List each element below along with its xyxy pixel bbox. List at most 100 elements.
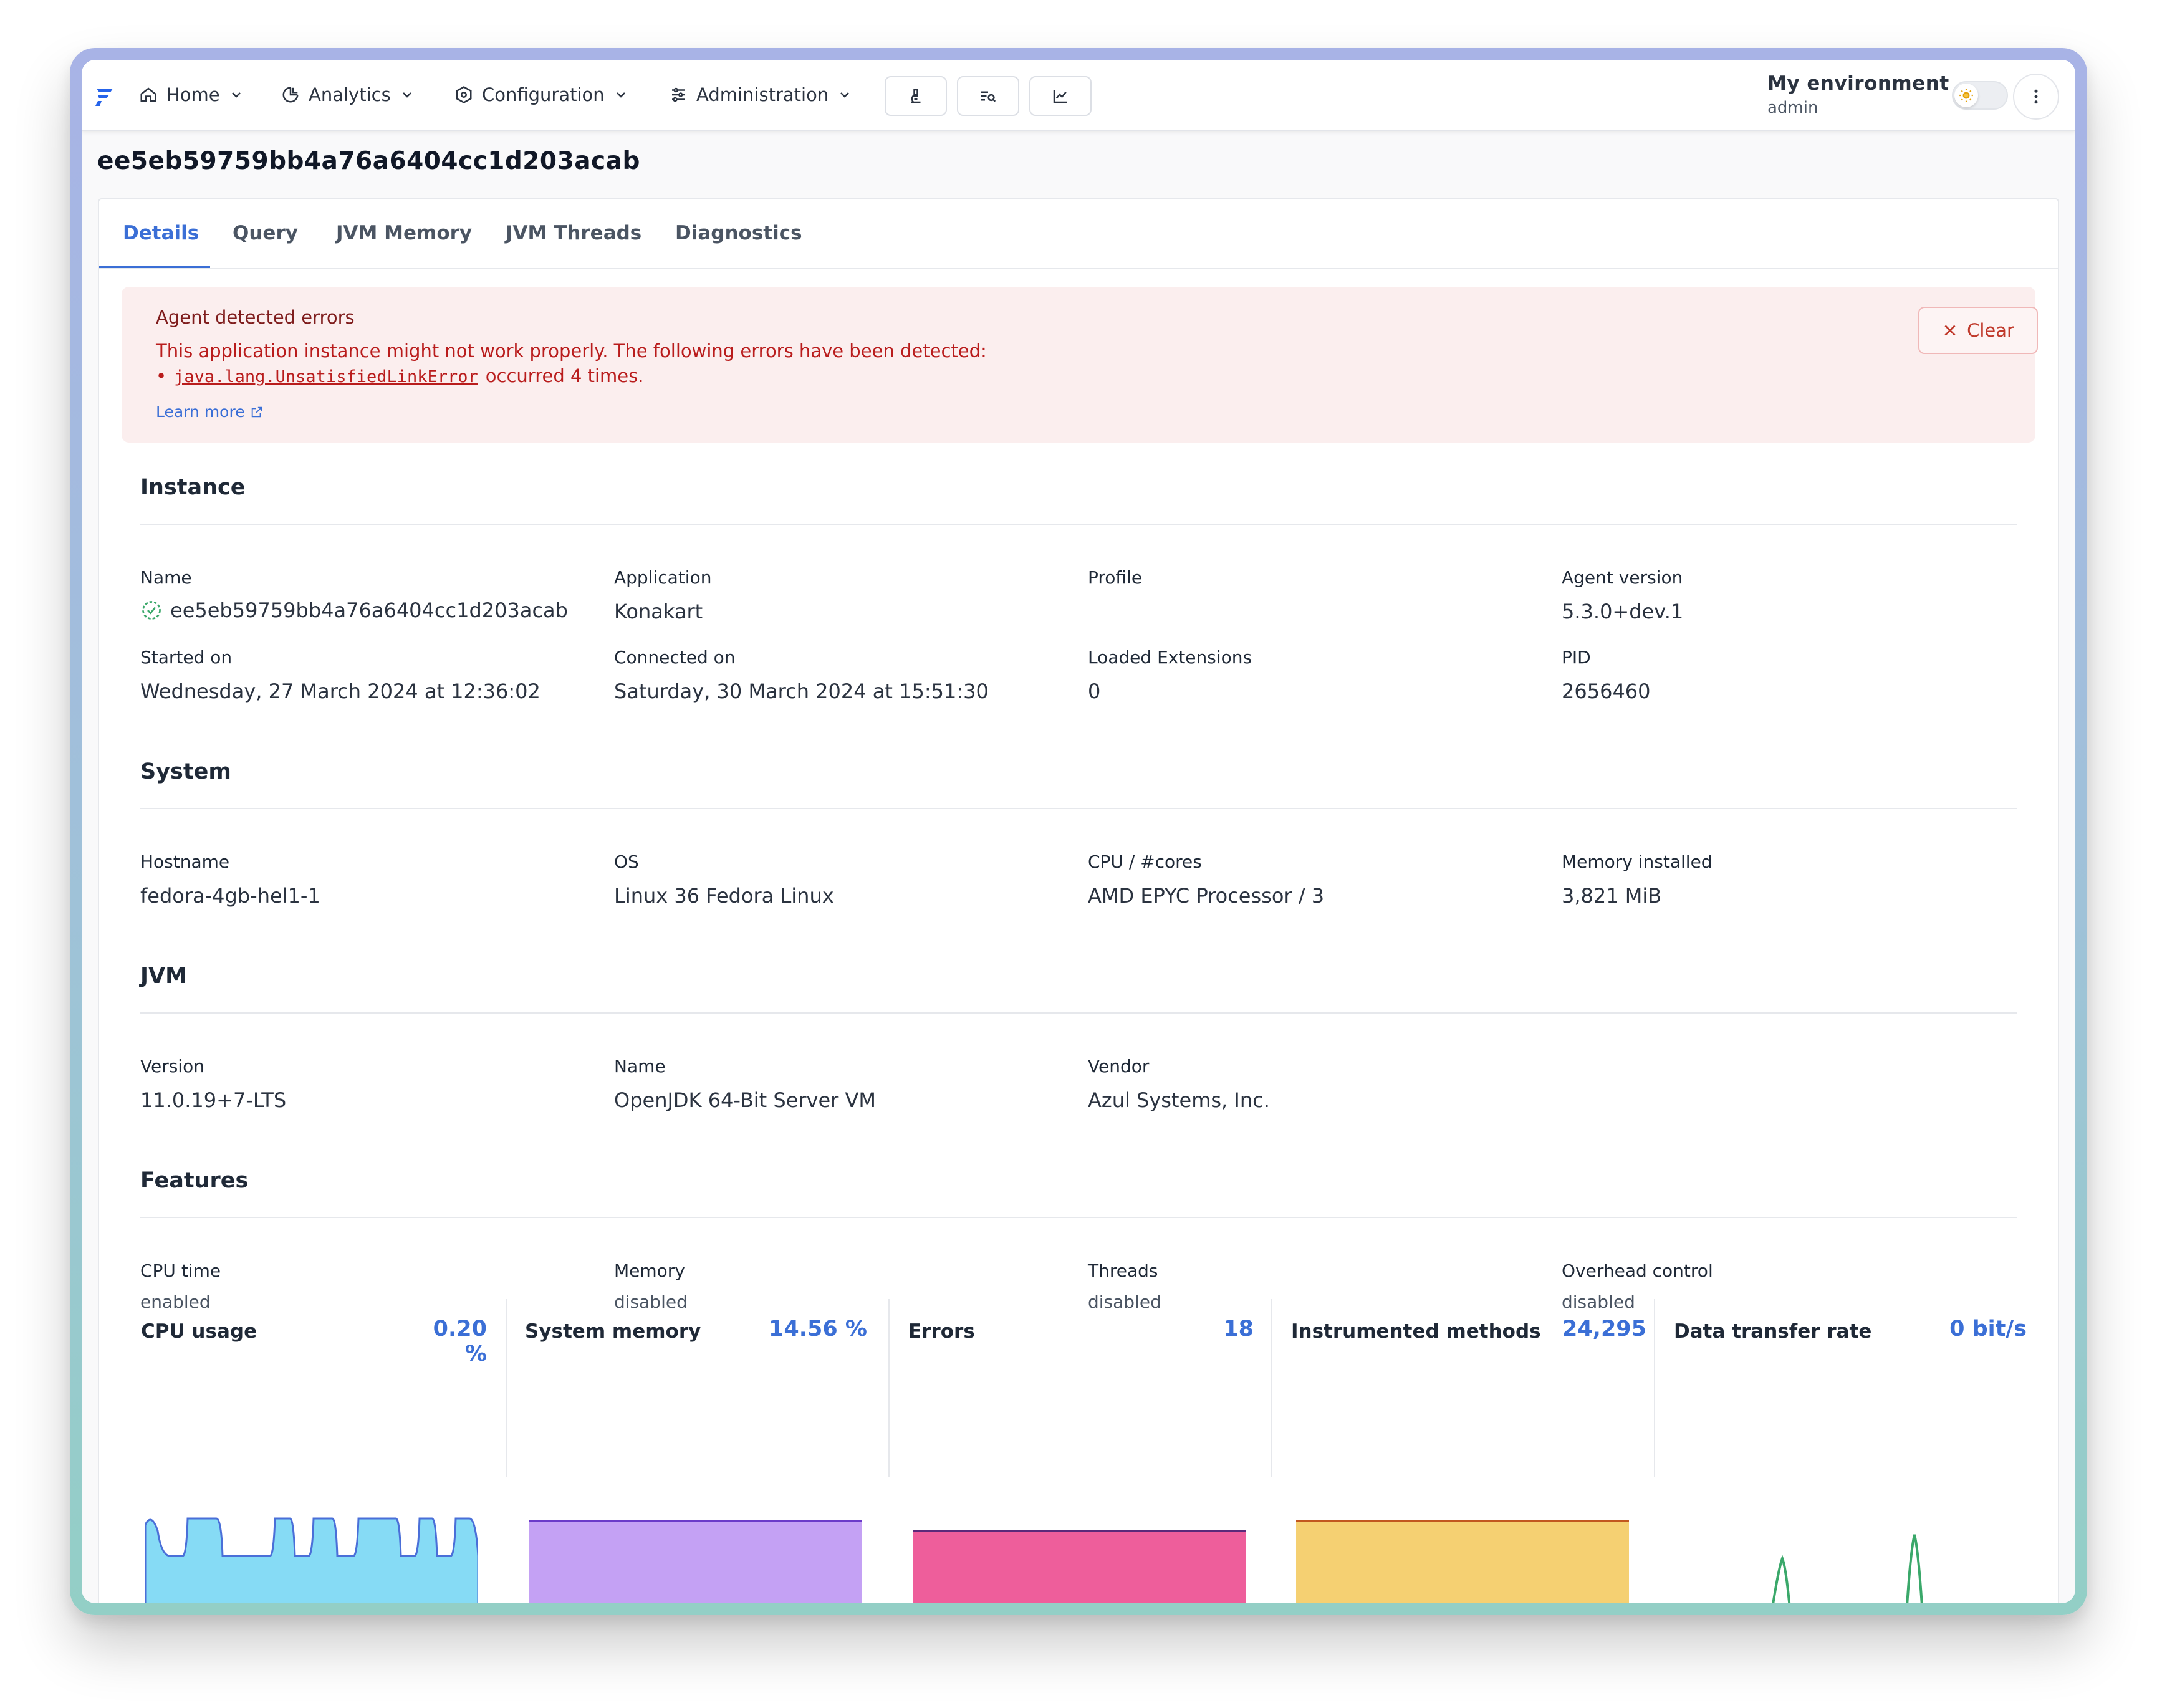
pid-value: 2656460	[1562, 679, 1651, 703]
jvm-version-value: 11.0.19+7-LTS	[140, 1088, 287, 1112]
nav-configuration[interactable]: Configuration	[454, 79, 628, 111]
list-search-icon	[981, 91, 996, 102]
pid-label: PID	[1562, 647, 1591, 668]
os-label: OS	[614, 852, 639, 872]
connected-label: Connected on	[614, 647, 736, 668]
memory-installed-value: 3,821 MiB	[1562, 884, 1662, 908]
memory-installed-label: Memory installed	[1562, 852, 1713, 872]
hostname-value: fedora-4gb-hel1-1	[140, 884, 320, 908]
learn-more-label: Learn more	[156, 403, 245, 421]
nav-home-label: Home	[166, 84, 220, 105]
environment-title[interactable]: My environment	[1767, 72, 1949, 95]
instance-name-text: ee5eb59759bb4a76a6404cc1d203acab	[170, 598, 568, 622]
alert-title: Agent detected errors	[156, 307, 355, 328]
os-value: Linux 36 Fedora Linux	[614, 884, 834, 908]
cpu-usage-area	[145, 1517, 478, 1603]
nav-administration-label: Administration	[696, 84, 829, 105]
line-chart-icon	[1053, 90, 1067, 103]
features-section-title: Features	[140, 1168, 249, 1193]
profiling-button[interactable]	[885, 76, 947, 116]
top-bar: Home Analytics Configuration Administrat…	[82, 60, 2075, 131]
nav-home[interactable]: Home	[139, 79, 244, 111]
jvm-name-label: Name	[614, 1056, 666, 1077]
active-tab-indicator	[99, 266, 210, 268]
environment-user: admin	[1767, 98, 1818, 117]
sun-icon	[1959, 89, 1973, 102]
instance-section-title: Instance	[140, 475, 246, 500]
data-transfer-rate-label: Data transfer rate	[1674, 1320, 1872, 1343]
application-value: Konakart	[614, 600, 703, 623]
metric-divider	[506, 1299, 507, 1477]
extensions-value: 0	[1088, 679, 1101, 703]
hostname-label: Hostname	[140, 852, 230, 872]
nav-analytics-label: Analytics	[309, 84, 391, 105]
system-memory-label: System memory	[525, 1320, 701, 1343]
system-section-title: System	[140, 759, 231, 784]
overhead-control-label: Overhead control	[1562, 1260, 1713, 1281]
nav-administration[interactable]: Administration	[669, 79, 852, 111]
application-label: Application	[614, 567, 712, 588]
threads-feature-value: disabled	[1088, 1292, 1161, 1312]
alert-message: This application instance might not work…	[156, 340, 987, 362]
extensions-label: Loaded Extensions	[1088, 647, 1252, 668]
learn-more-link[interactable]: Learn more	[156, 403, 264, 421]
instrumented-methods-value: 24,295	[1562, 1317, 1646, 1341]
system-memory-area	[529, 1521, 862, 1603]
clear-errors-button[interactable]: Clear	[1918, 307, 2038, 354]
section-divider	[140, 808, 2017, 809]
errors-label: Errors	[908, 1320, 975, 1343]
instrumented-methods-chart[interactable]	[1296, 1506, 1629, 1603]
system-memory-chart[interactable]	[529, 1506, 862, 1603]
analytics-icon	[282, 87, 299, 103]
metric-divider	[888, 1299, 890, 1477]
started-label: Started on	[140, 647, 233, 668]
started-value: Wednesday, 27 March 2024 at 12:36:02	[140, 679, 540, 703]
cpu-time-label: CPU time	[140, 1260, 221, 1281]
error-count-text: occurred 4 times.	[485, 365, 644, 386]
chevron-down-icon	[231, 92, 241, 98]
cpu-value: AMD EPYC Processor / 3	[1088, 884, 1325, 908]
jvm-version-label: Version	[140, 1056, 204, 1077]
instrumented-methods-area	[1296, 1521, 1629, 1603]
tab-jvm-threads[interactable]: JVM Threads	[506, 222, 642, 244]
details-panel: Details Query JVM Memory JVM Threads Dia…	[98, 198, 2059, 1603]
jvm-vendor-value: Azul Systems, Inc.	[1088, 1088, 1270, 1112]
app-logo-icon[interactable]	[92, 84, 117, 108]
theme-toggle-knob	[1954, 84, 1978, 107]
data-transfer-rate-value: 0 bit/s	[1949, 1317, 2027, 1341]
error-alert: Agent detected errors This application i…	[122, 287, 2038, 443]
data-transfer-rate-chart[interactable]	[1679, 1506, 2012, 1603]
cpu-usage-label: CPU usage	[141, 1320, 257, 1343]
tab-details[interactable]: Details	[123, 222, 199, 244]
theme-toggle[interactable]	[1952, 81, 2008, 110]
more-options-button[interactable]	[2013, 74, 2059, 120]
nav-analytics[interactable]: Analytics	[281, 79, 415, 111]
cpu-usage-value: 0.20 %	[433, 1317, 487, 1366]
jvm-section-title: JVM	[140, 964, 187, 989]
sliders-icon	[672, 87, 685, 102]
section-divider	[140, 524, 2017, 525]
chevron-down-icon	[402, 92, 411, 98]
app-window: Home Analytics Configuration Administrat…	[82, 60, 2075, 1603]
chevron-down-icon	[840, 92, 850, 98]
errors-chart[interactable]	[913, 1506, 1246, 1603]
jvm-vendor-label: Vendor	[1088, 1056, 1150, 1077]
agent-version-label: Agent version	[1562, 567, 1683, 588]
cpu-usage-chart[interactable]	[145, 1506, 478, 1603]
error-class-link[interactable]: java.lang.UnsatisfiedLinkError	[174, 367, 478, 386]
errors-area	[913, 1531, 1246, 1603]
clear-label: Clear	[1967, 320, 2014, 341]
instrumented-methods-label: Instrumented methods	[1291, 1320, 1541, 1343]
tab-diagnostics[interactable]: Diagnostics	[675, 222, 802, 244]
memory-feature-value: disabled	[614, 1292, 688, 1312]
profile-label: Profile	[1088, 567, 1143, 588]
system-memory-value: 14.56 %	[769, 1317, 867, 1341]
tab-jvm-memory[interactable]: JVM Memory	[336, 222, 473, 244]
charts-button[interactable]	[1029, 76, 1092, 116]
tab-bar: Details Query JVM Memory JVM Threads Dia…	[99, 199, 2058, 269]
close-icon	[1944, 325, 1956, 336]
search-log-button[interactable]	[957, 76, 1019, 116]
tab-query[interactable]: Query	[233, 222, 298, 244]
name-value: ee5eb59759bb4a76a6404cc1d203acab	[140, 598, 568, 622]
settings-hexagon-icon	[456, 86, 472, 103]
